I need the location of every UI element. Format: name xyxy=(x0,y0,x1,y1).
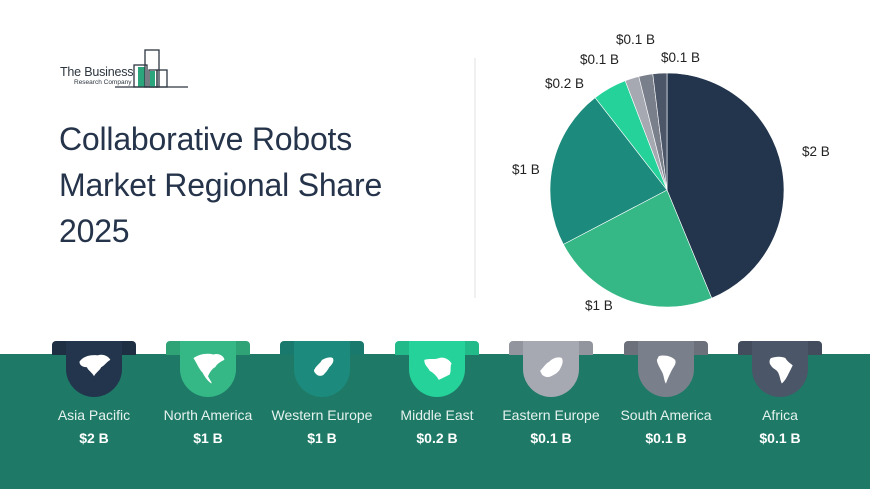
region-card-north-america: North America $1 B xyxy=(154,341,274,461)
pie-chart: $2 B $1 B $1 B $0.2 B $0.1 B $0.1 B $0.1… xyxy=(500,20,870,320)
region-value: $0.1 B xyxy=(759,430,801,446)
eastern-europe-map-icon xyxy=(540,354,563,378)
region-card-middle-east: Middle East $0.2 B xyxy=(383,341,503,461)
pie-slice-africa xyxy=(652,72,668,191)
north-america-map-icon xyxy=(193,353,225,384)
pie-label-africa: $0.1 B xyxy=(661,50,701,65)
logo-name: The Business xyxy=(60,65,134,79)
region-badge xyxy=(752,341,808,397)
africa-map-icon xyxy=(769,356,793,384)
region-name: Middle East xyxy=(400,407,474,423)
pie-slice-western-europe xyxy=(549,97,668,245)
western-europe-map-icon xyxy=(312,357,334,376)
region-name: North America xyxy=(163,407,253,423)
region-card-western-europe: Western Europe $1 B xyxy=(268,341,388,461)
title-line-3: 2025 xyxy=(59,213,130,249)
page-title: Collaborative Robots Market Regional Sha… xyxy=(59,116,382,254)
region-value: $0.1 B xyxy=(645,430,687,446)
pie-label-eastern-europe: $0.1 B xyxy=(580,52,620,67)
region-card-south-america: South America $0.1 B xyxy=(612,341,732,461)
title-line-1: Collaborative Robots xyxy=(59,121,353,157)
region-value: $0.2 B xyxy=(416,430,458,446)
south-america-map-icon xyxy=(656,355,676,384)
pie-slice-asia-pacific xyxy=(666,72,785,299)
region-card-eastern-europe: Eastern Europe $0.1 B xyxy=(497,341,617,461)
region-name: Asia Pacific xyxy=(57,407,131,423)
pie-label-middle-east: $0.2 B xyxy=(545,76,585,91)
region-value: $2 B xyxy=(79,430,109,446)
region-value: $1 B xyxy=(307,430,337,446)
pie-label-asia-pacific: $2 B xyxy=(802,144,830,159)
logo-subtitle: Research Company xyxy=(74,79,132,86)
pie-label-north-america: $1 B xyxy=(585,298,613,313)
region-value: $0.1 B xyxy=(530,430,572,446)
pie-label-south-america: $0.1 B xyxy=(616,32,656,47)
middle-east-map-icon xyxy=(424,357,452,380)
region-badge xyxy=(180,341,236,397)
pie-slice-north-america xyxy=(562,189,713,308)
region-name: South America xyxy=(620,407,712,423)
region-value: $1 B xyxy=(193,430,223,446)
pie-label-western-europe: $1 B xyxy=(512,162,540,177)
company-logo: The Business Research Company xyxy=(60,47,190,91)
region-card-asia-pacific: Asia Pacific $2 B xyxy=(40,341,160,461)
region-badge xyxy=(523,341,579,397)
asia-map-icon xyxy=(79,354,111,379)
region-badge xyxy=(409,341,465,397)
title-line-2: Market Regional Share xyxy=(59,167,383,203)
region-badge xyxy=(294,341,350,397)
region-name: Africa xyxy=(762,407,798,423)
region-card-africa: Africa $0.1 B xyxy=(726,341,846,461)
pie-chart-svg xyxy=(549,72,785,308)
logo-buildings-icon xyxy=(115,49,188,88)
region-badge xyxy=(66,341,122,397)
region-name: Western Europe xyxy=(271,407,373,423)
vertical-divider xyxy=(474,58,476,298)
region-name: Eastern Europe xyxy=(502,407,600,423)
region-badge xyxy=(638,341,694,397)
